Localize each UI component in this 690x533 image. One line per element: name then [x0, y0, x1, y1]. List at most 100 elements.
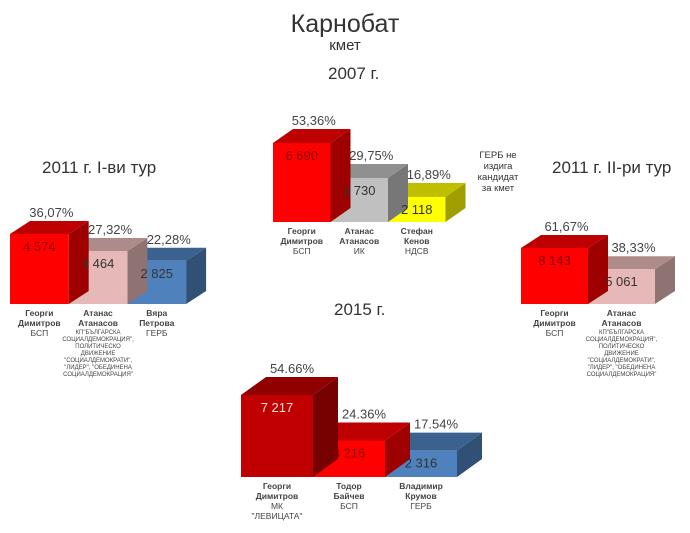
bar — [241, 395, 313, 477]
bar-percent-label: 29,75% — [349, 148, 394, 163]
candidate-name: Вяра — [146, 308, 167, 318]
bar-side — [388, 163, 408, 222]
candidate-name: Крумов — [405, 491, 436, 501]
candidate-party: ПОЛИТИЧЕСКО — [75, 344, 121, 350]
candidate-name: Димитров — [280, 236, 323, 246]
candidate-party: СОЦИАЛДЕМОКРАЦИЯ" — [587, 372, 657, 378]
bar-side — [330, 129, 351, 222]
bar-value-label: 7 217 — [261, 400, 294, 415]
candidate-name: Димитров — [18, 318, 61, 328]
bar-value-label: 2 118 — [401, 202, 433, 217]
candidate-name: Георги — [288, 226, 316, 236]
candidate-name: Кенов — [404, 236, 429, 246]
bar-top — [10, 221, 89, 234]
candidate-name: Георги — [540, 308, 568, 318]
candidate-party: "ЛИДЕР", "ОБЕДИНЕНА — [64, 365, 132, 371]
bar-side — [655, 256, 675, 304]
bar-value-label: 4 574 — [23, 239, 56, 254]
candidate-party: СОЦИАЛДЕМОКРАЦИЯ" — [63, 372, 133, 378]
note-line: кандидат — [477, 172, 519, 183]
candidate-party: ДВИЖЕНИЕ — [604, 351, 639, 357]
bar-top — [521, 235, 608, 248]
candidate-name: Атанас — [344, 226, 374, 236]
candidate-party: "СОЦИАЛДЕМОКРАТИ", — [64, 358, 132, 364]
bar-value-label: 3 464 — [82, 256, 115, 271]
candidate-party: БСП — [293, 246, 311, 256]
candidate-name: Георги — [263, 481, 291, 491]
bar-percent-label: 61,67% — [544, 219, 589, 234]
bar-value-label: 3 216 — [333, 445, 366, 460]
bar-percent-label: 53,36% — [292, 113, 337, 128]
bar-value-label: 8 143 — [538, 253, 571, 268]
candidate-party: ПОЛИТИЧЕСКО — [599, 344, 645, 350]
panel-title-2015: 2015 г. — [334, 300, 386, 319]
bar — [521, 248, 588, 304]
candidate-party: МК — [271, 501, 283, 511]
bar — [10, 234, 69, 304]
candidate-party: СОЦИАЛДЕМОКРАЦИЯ", — [586, 337, 658, 343]
candidate-party: "СОЦИАЛДЕМОКРАТИ", — [588, 358, 656, 364]
bar-top — [273, 129, 351, 143]
page-title: Карнобат — [290, 10, 400, 38]
bar-percent-label: 54.66% — [270, 361, 315, 376]
bar-value-label: 2 316 — [405, 456, 438, 471]
bar-side — [588, 235, 608, 304]
bar-side — [457, 432, 482, 477]
candidate-name: Георги — [25, 308, 53, 318]
candidate-name: Атанасов — [602, 318, 642, 328]
bar-value-label: 2 825 — [140, 266, 173, 281]
note-2007: ГЕРБ не издига кандидат за кмет — [472, 150, 524, 194]
panel-title-2007: 2007 г. — [328, 64, 380, 83]
bar-percent-label: 27,32% — [88, 222, 133, 237]
candidate-party: "ЛЕВИЦАТА" — [252, 511, 303, 521]
bar-percent-label: 22,28% — [147, 232, 192, 247]
candidate-name: Атанас — [83, 308, 113, 318]
bar-percent-label: 17.54% — [414, 417, 459, 432]
panel-title-2011-round2: 2011 г. II-ри тур — [552, 158, 672, 177]
candidate-name: Атанасов — [78, 318, 118, 328]
note-line: за кмет — [481, 183, 515, 194]
bar-top — [241, 377, 338, 395]
candidate-party: ИК — [354, 246, 365, 256]
bar-side — [313, 377, 338, 477]
candidate-name: Атанасов — [339, 236, 379, 246]
candidate-name: Байчев — [334, 491, 365, 501]
bar — [273, 143, 331, 222]
bar-value-label: 6 690 — [285, 148, 318, 163]
panel-title-2011-round1: 2011 г. I-ви тур — [42, 158, 157, 177]
candidate-party: "ЛИДЕР", "ОБЕДИНЕНА — [588, 365, 656, 371]
bar-side — [186, 247, 207, 304]
candidate-party: ГЕРБ — [410, 501, 432, 511]
note-line: ГЕРБ не — [479, 150, 517, 161]
candidate-party: КП"БЪЛГАРСКА — [599, 330, 644, 336]
candidate-party: БСП — [30, 328, 48, 338]
candidate-party: ГЕРБ — [146, 328, 168, 338]
candidate-name: Стефан — [401, 226, 433, 236]
candidate-name: Тодор — [336, 481, 362, 491]
bar-percent-label: 24.36% — [342, 406, 387, 421]
page-subtitle: кмет — [329, 37, 361, 54]
candidate-party: БСП — [340, 501, 358, 511]
candidate-party: КП"БЪЛГАРСКА — [76, 330, 121, 336]
candidate-party: ДВИЖЕНИЕ — [81, 351, 116, 357]
candidate-party: НДСВ — [405, 246, 429, 256]
bar-percent-label: 16,89% — [407, 167, 452, 182]
bar-side — [68, 221, 89, 304]
bar-top — [588, 256, 675, 270]
bar-percent-label: 38,33% — [611, 240, 656, 255]
candidate-name: Владимир — [399, 481, 443, 491]
bar-side — [445, 182, 466, 222]
bar-percent-label: 36,07% — [29, 205, 74, 220]
candidate-name: Димитров — [533, 318, 576, 328]
bar-side — [127, 237, 148, 304]
candidate-name: Петрова — [139, 318, 174, 328]
bar-value-label: 3 730 — [343, 183, 376, 198]
note-line: издига — [483, 161, 513, 172]
candidate-name: Димитров — [256, 491, 299, 501]
bar-value-label: 5 061 — [605, 274, 638, 289]
